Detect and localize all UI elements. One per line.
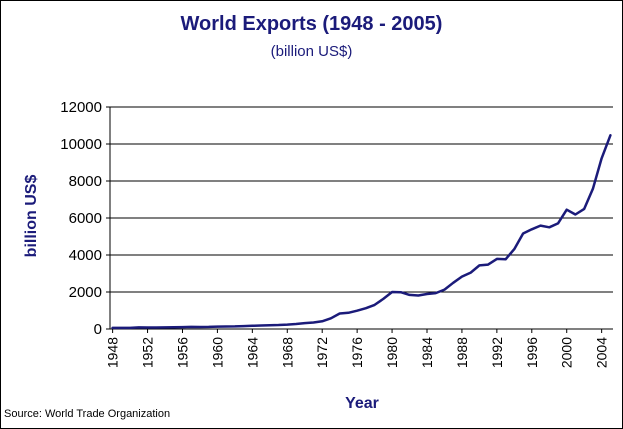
x-tick-label: 1976 bbox=[349, 337, 365, 368]
y-tick-label: 8000 bbox=[69, 173, 102, 190]
chart-title: World Exports (1948 - 2005) bbox=[180, 13, 443, 35]
x-tick-label: 2004 bbox=[594, 337, 610, 368]
chart-subtitle: (billion US$) bbox=[270, 43, 353, 60]
x-tick-label: 1952 bbox=[140, 337, 156, 368]
y-tick-label: 10000 bbox=[60, 136, 102, 153]
series-line bbox=[111, 134, 612, 330]
x-tick-label: 1968 bbox=[279, 337, 295, 368]
y-tick-label: 0 bbox=[94, 321, 102, 338]
x-tick-label: 1956 bbox=[174, 337, 190, 368]
x-tick-label: 1948 bbox=[105, 337, 121, 368]
x-tick-label: 1972 bbox=[314, 337, 330, 368]
x-axis-label: Year bbox=[345, 395, 379, 412]
x-tick-label: 1984 bbox=[419, 337, 435, 368]
x-tick-label: 1980 bbox=[384, 337, 400, 368]
y-tick-label: 12000 bbox=[60, 99, 102, 116]
y-tick-label: 6000 bbox=[69, 210, 102, 227]
x-tick-label: 1988 bbox=[454, 337, 470, 368]
series-group bbox=[111, 134, 612, 330]
x-axis-ticks: 1948 1952 1956 1960 1964 1968 1972 1976 1980 1984… bbox=[105, 329, 610, 368]
gridlines bbox=[110, 106, 613, 293]
y-axis-ticks: 0 2000 4000 6000 8000 10000 12000 bbox=[60, 99, 110, 338]
x-tick-label: 1996 bbox=[524, 337, 540, 368]
y-tick-label: 2000 bbox=[69, 284, 102, 301]
x-tick-label: 1992 bbox=[489, 337, 505, 368]
y-axis-label: billion US$ bbox=[23, 175, 40, 258]
x-tick-label: 1960 bbox=[209, 337, 225, 368]
y-tick-label: 4000 bbox=[69, 247, 102, 264]
x-tick-label: 1964 bbox=[244, 337, 260, 368]
source-note: Source: World Trade Organization bbox=[4, 408, 171, 420]
x-tick-label: 2000 bbox=[559, 337, 575, 368]
